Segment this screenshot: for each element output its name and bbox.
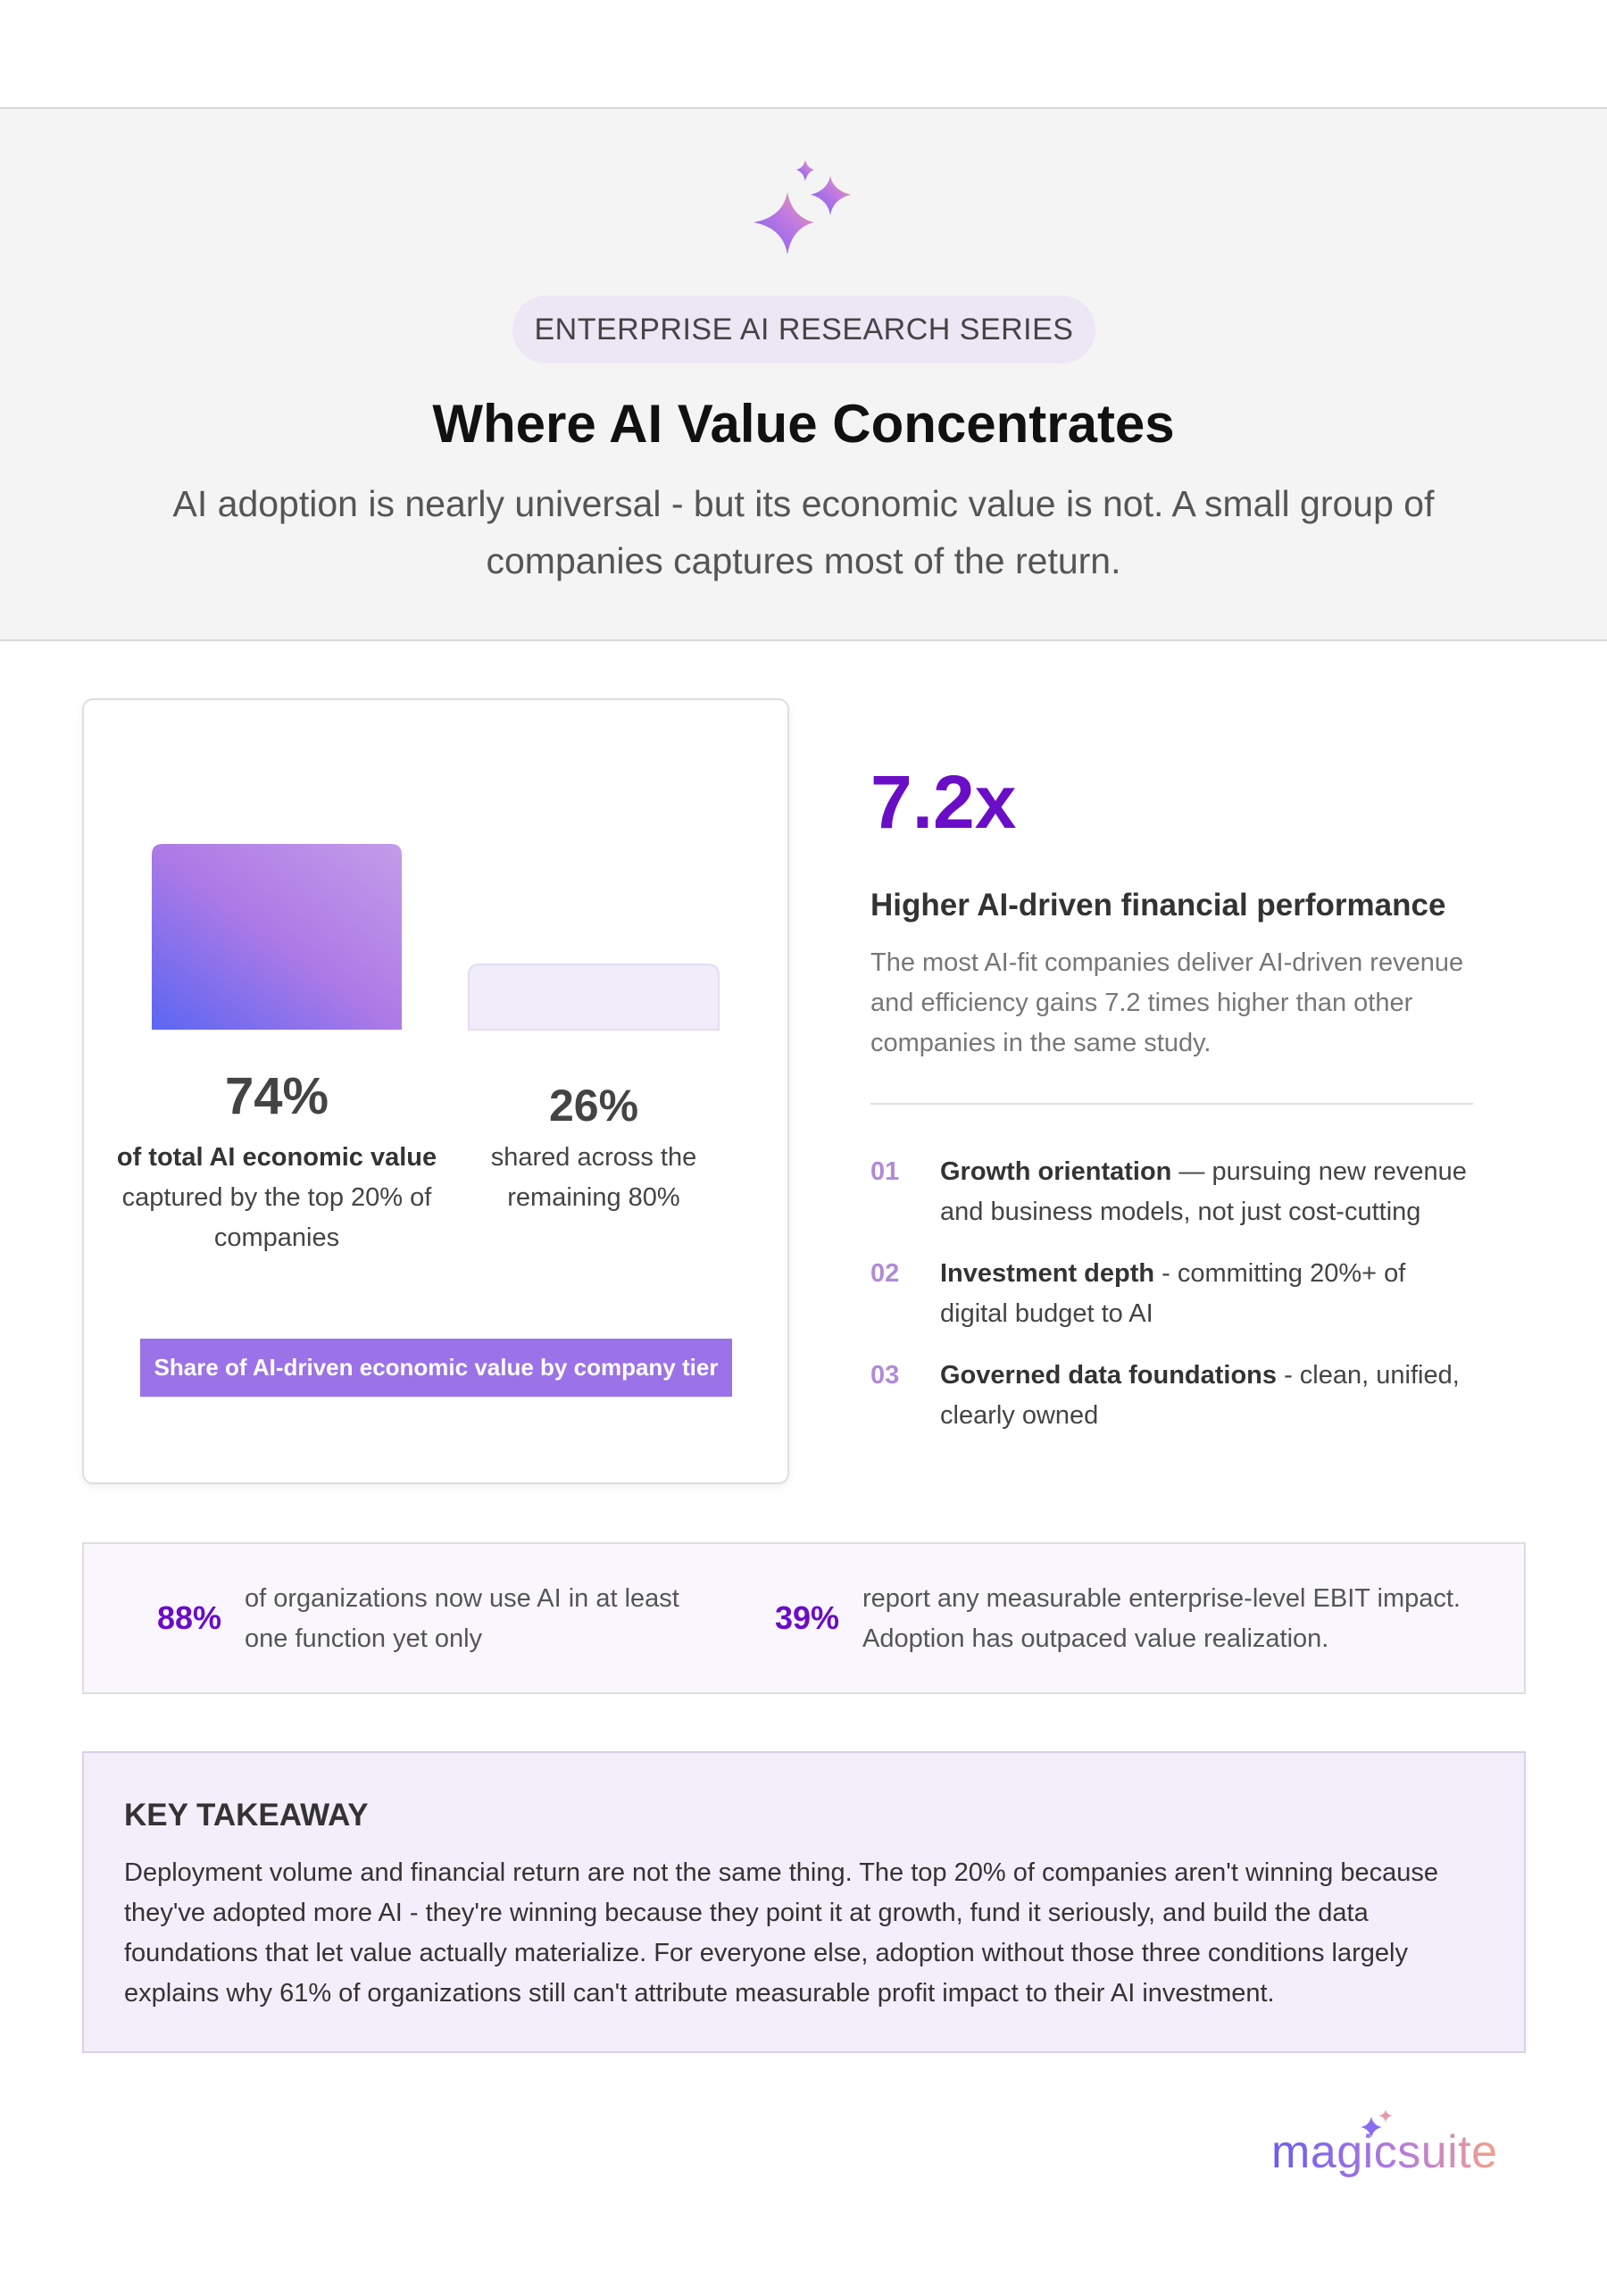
brand-logo: magicsuite bbox=[1271, 2126, 1498, 2178]
factor-rest: — pursuing new revenue and business mode… bbox=[940, 1157, 1467, 1226]
stat-text: report any measurable enterprise-level E… bbox=[862, 1584, 1461, 1653]
takeaway-title: KEY TAKEAWAY bbox=[124, 1798, 369, 1833]
stats-strip: 88% of organizations now use AI in at lea… bbox=[82, 1542, 1526, 1694]
category-caption: shared across the remaining 80% bbox=[433, 1138, 754, 1218]
bar bbox=[468, 963, 720, 1031]
factor-number: 02 bbox=[870, 1259, 900, 1288]
caption-text: shared across the remaining 80% bbox=[490, 1143, 697, 1212]
series-badge: ENTERPRISE AI RESEARCH SERIES bbox=[512, 296, 1095, 363]
factor-text: Investment depth - committing 20%+ of di… bbox=[940, 1254, 1476, 1334]
takeaway-body: Deployment volume and financial return a… bbox=[124, 1858, 1438, 2008]
logo-sparkle bbox=[1361, 2109, 1393, 2138]
divider bbox=[870, 1103, 1473, 1105]
factor-text: Governed data foundations - clean, unifi… bbox=[940, 1356, 1476, 1436]
bar bbox=[152, 844, 402, 1030]
header-band bbox=[0, 107, 1607, 641]
sparkle-icon bbox=[754, 160, 851, 255]
factor-number: 01 bbox=[870, 1157, 900, 1186]
caption-text: captured by the top 20% of companies bbox=[121, 1183, 432, 1252]
factor-text: Growth orientation — pursuing new revenu… bbox=[940, 1152, 1476, 1232]
category-caption: of total AI economic value captured by t… bbox=[116, 1138, 437, 1258]
factor-rest: - committing 20%+ of digital budget to A… bbox=[940, 1259, 1406, 1328]
highlight-description: The most AI-fit companies deliver AI-dri… bbox=[870, 948, 1464, 1057]
chart bbox=[152, 844, 720, 1031]
headline-stat: 7.2x bbox=[870, 760, 1017, 844]
stat-value: 39% bbox=[775, 1599, 840, 1636]
factor-bold: Growth orientation bbox=[940, 1157, 1172, 1186]
value-label: 74% bbox=[224, 1067, 329, 1125]
factor-number: 03 bbox=[870, 1361, 900, 1390]
factor-rest: - clean, unified, clearly owned bbox=[940, 1361, 1460, 1430]
factor-bold: Governed data foundations bbox=[940, 1361, 1278, 1390]
chart-title: Share of AI-driven economic value by com… bbox=[140, 1339, 732, 1397]
page-subtitle: AI adoption is nearly universal - but it… bbox=[172, 483, 1435, 581]
value-label: 26% bbox=[548, 1081, 639, 1131]
takeaway-box: KEY TAKEAWAY Deployment volume and finan… bbox=[82, 1751, 1526, 2053]
stat-value: 88% bbox=[157, 1599, 222, 1636]
factor-bold: Investment depth bbox=[940, 1259, 1155, 1288]
highlight-heading: Higher AI-driven financial performance bbox=[870, 888, 1446, 923]
caption-bold: of total AI economic value bbox=[116, 1143, 437, 1172]
chart-card: Share of AI-driven economic value by com… bbox=[82, 698, 789, 1484]
stat-text: of organizations now use AI in at least … bbox=[245, 1584, 679, 1653]
page-title: Where AI Value Concentrates bbox=[432, 394, 1175, 454]
